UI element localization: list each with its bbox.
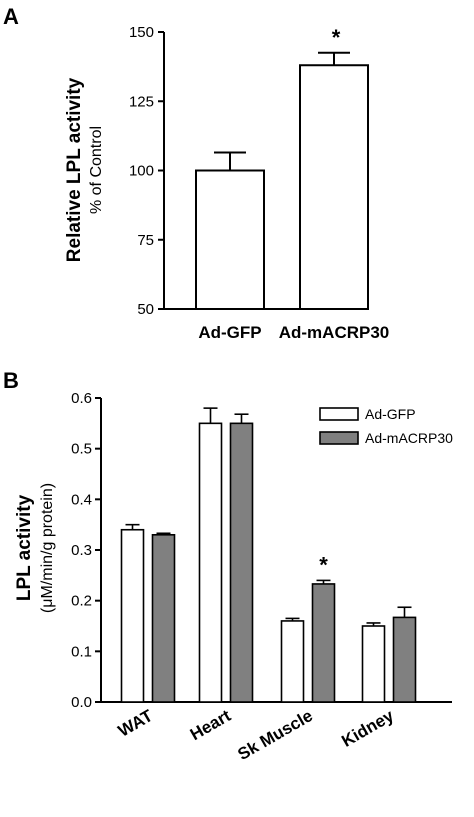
panel-a: A Relative LPL activity % of Control 50 7… bbox=[3, 4, 389, 342]
panel-b-category-label: Heart bbox=[187, 706, 234, 744]
panel-b-legend-label: Ad-mACRP30 bbox=[365, 430, 453, 446]
panel-a-category-label: Ad-mACRP30 bbox=[279, 323, 390, 342]
panel-b-y-tick-label: 0.1 bbox=[71, 643, 92, 660]
panel-a-ylabel-sub: % of Control bbox=[88, 126, 105, 214]
panel-a-y-tick-label: 50 bbox=[137, 301, 154, 318]
panel-b-significance-star: * bbox=[319, 552, 328, 577]
panel-a-ylabel: Relative LPL activity bbox=[64, 77, 85, 262]
panel-a-significance-star: * bbox=[332, 25, 341, 50]
panel-b-bar bbox=[311, 583, 336, 703]
panel-b-bar bbox=[151, 533, 176, 703]
panel-b-y-tick-label: 0.6 bbox=[71, 390, 92, 407]
panel-b-bar bbox=[392, 616, 417, 703]
panel-b-category-label: Sk Muscle bbox=[234, 706, 316, 764]
panel-b-bar bbox=[280, 620, 305, 703]
panel-b-y-tick-label: 0.5 bbox=[71, 441, 92, 458]
panel-a-bar bbox=[299, 64, 369, 310]
panel-b-legend: Ad-GFP Ad-mACRP30 bbox=[319, 406, 453, 446]
panel-b-bar bbox=[198, 422, 223, 703]
panel-b-bar bbox=[361, 625, 386, 703]
panel-b-legend-swatch bbox=[319, 431, 359, 445]
panel-a-y-tick-label: 125 bbox=[129, 93, 154, 110]
panel-a-y-tick-label: 150 bbox=[129, 24, 154, 41]
panel-b-plot: 0.0 0.1 0.2 0.3 0.4 0.5 0.6 WAT Heart * Sk Muscle K… bbox=[71, 390, 452, 764]
panel-b-y-tick-label: 0.0 bbox=[71, 694, 92, 711]
panel-b: B LPL activity (μM/min/g protein) 0.0 0.1… bbox=[3, 368, 453, 764]
panel-a-bar bbox=[195, 169, 265, 310]
panel-a-letter: A bbox=[3, 4, 19, 29]
panel-b-category-label: Kidney bbox=[338, 706, 397, 751]
panel-b-bar bbox=[120, 528, 145, 703]
panel-a-category-label: Ad-GFP bbox=[198, 323, 261, 342]
panel-b-ylabel-sub: (μM/min/g protein) bbox=[39, 483, 56, 613]
panel-b-legend-label: Ad-GFP bbox=[365, 406, 416, 422]
panel-a-y-tick-label: 75 bbox=[137, 232, 154, 249]
panel-b-legend-swatch bbox=[319, 407, 359, 421]
panel-b-y-tick-label: 0.3 bbox=[71, 542, 92, 559]
panel-a-plot: 50 75 100 125 150 Ad-GFP * Ad-mACRP30 bbox=[129, 24, 389, 342]
panel-b-bar bbox=[229, 422, 254, 703]
panel-b-letter: B bbox=[3, 368, 19, 393]
panel-b-y-tick-label: 0.2 bbox=[71, 593, 92, 610]
panel-b-ylabel: LPL activity bbox=[14, 494, 35, 601]
panel-b-y-tick-label: 0.4 bbox=[71, 491, 92, 508]
panel-b-category-label: WAT bbox=[115, 706, 157, 741]
panel-a-y-tick-label: 100 bbox=[129, 163, 154, 180]
